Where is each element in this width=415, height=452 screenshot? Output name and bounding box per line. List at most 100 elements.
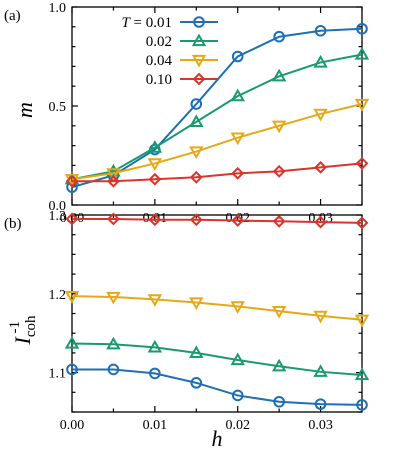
- data-point: [66, 363, 78, 376]
- legend-title: T: [121, 15, 131, 31]
- data-point: [356, 22, 368, 35]
- data-point: [107, 363, 120, 376]
- y-tick-label: 1.0: [49, 1, 67, 16]
- data-point: [189, 297, 204, 310]
- data-point: [231, 50, 244, 63]
- data-point: [231, 214, 245, 227]
- legend-value: = 0.01: [130, 15, 172, 31]
- data-point: [273, 30, 285, 43]
- series-line: [71, 295, 363, 321]
- legend-marker: [193, 16, 205, 28]
- data-point: [231, 389, 244, 402]
- series-line: [72, 217, 363, 224]
- data-point: [147, 158, 163, 171]
- x-tick-label: 0.03: [308, 418, 333, 433]
- panel-b: 0.00 0.01 0.02 0.03 1.1 1.2 1.3 (b) Icoh-1 h: [4, 209, 370, 451]
- data-point: [354, 98, 370, 112]
- legend-label: 0.04: [146, 53, 173, 69]
- data-point: [355, 157, 369, 170]
- series-0.04: [64, 291, 370, 328]
- legend-marker: [191, 54, 207, 68]
- x-axis-label: h: [212, 426, 223, 451]
- series-line: [72, 368, 363, 406]
- data-point: [272, 164, 286, 178]
- data-point: [189, 345, 204, 359]
- data-point: [189, 170, 203, 184]
- panel-a: 0.00 0.01 0.02 0.030.00.51.0(a)mT = 0.010.0…: [4, 1, 370, 226]
- data-point: [271, 68, 287, 82]
- y-axis-label: Icoh-1: [7, 315, 39, 345]
- data-point: [106, 336, 121, 350]
- data-point: [190, 98, 203, 110]
- data-point: [273, 395, 285, 408]
- data-point: [149, 367, 161, 380]
- data-point: [271, 306, 287, 319]
- data-point: [189, 213, 203, 227]
- data-point: [65, 174, 79, 188]
- y-tick-label: 1.2: [49, 288, 67, 303]
- y-tick-label: 0.0: [49, 199, 67, 214]
- legend-label: 0.10: [146, 72, 172, 88]
- data-point: [354, 367, 370, 381]
- data-point: [64, 291, 80, 304]
- x-tick-label: 0.00: [60, 418, 85, 433]
- plot-frame: [71, 214, 363, 413]
- data-point: [65, 212, 79, 226]
- data-point: [147, 294, 163, 307]
- data-point: [313, 364, 328, 377]
- data-point: [147, 140, 163, 153]
- data-point: [107, 212, 120, 226]
- data-point: [189, 114, 204, 127]
- panel-label: (b): [4, 216, 22, 232]
- data-point: [314, 215, 327, 229]
- data-point: [64, 335, 80, 349]
- series-line: [71, 342, 363, 376]
- data-point: [230, 352, 245, 366]
- y-axis-label-sub: coh: [23, 315, 39, 337]
- y-axis-label: m: [12, 102, 37, 118]
- data-point: [231, 166, 245, 180]
- data-point: [272, 214, 286, 228]
- legend: T = 0.01 0.02 0.04 0.10: [121, 15, 218, 88]
- y-tick-label: 1.1: [49, 367, 67, 382]
- series-0.10: [65, 157, 369, 188]
- data-point: [355, 216, 369, 230]
- series-line: [71, 103, 363, 181]
- data-point: [190, 377, 203, 389]
- data-point: [354, 314, 370, 328]
- series-line: [71, 53, 363, 181]
- legend-label: 0.02: [146, 34, 172, 50]
- series-line: [72, 162, 363, 183]
- series-0.01: [66, 363, 368, 411]
- data-point: [189, 146, 204, 160]
- data-point: [230, 301, 245, 314]
- data-point: [66, 181, 78, 193]
- panel-label: (a): [4, 8, 21, 24]
- data-point: [147, 339, 163, 353]
- data-point: [271, 120, 287, 134]
- data-point: [271, 358, 287, 372]
- legend-marker: [192, 72, 206, 86]
- legend-marker: [191, 33, 207, 47]
- data-point: [230, 88, 245, 102]
- data-point: [230, 132, 245, 146]
- y-axis-label-sup: -1: [7, 321, 23, 334]
- data-point: [314, 160, 327, 174]
- data-point: [313, 54, 328, 68]
- y-axis-label-main: I: [10, 336, 35, 346]
- data-point: [106, 168, 121, 181]
- data-point: [313, 310, 328, 324]
- y-tick-label: 0.5: [49, 100, 67, 115]
- legend-label: T = 0.01: [121, 15, 172, 31]
- series-0.02: [64, 335, 370, 381]
- data-point: [356, 399, 368, 411]
- y-tick-label: 1.3: [49, 209, 67, 224]
- data-point: [106, 291, 121, 305]
- x-tick-label: 0.01: [143, 418, 168, 433]
- data-point: [314, 24, 327, 37]
- data-point: [107, 174, 120, 188]
- data-point: [148, 172, 162, 186]
- data-point: [354, 47, 370, 60]
- series-0.10: [65, 212, 369, 230]
